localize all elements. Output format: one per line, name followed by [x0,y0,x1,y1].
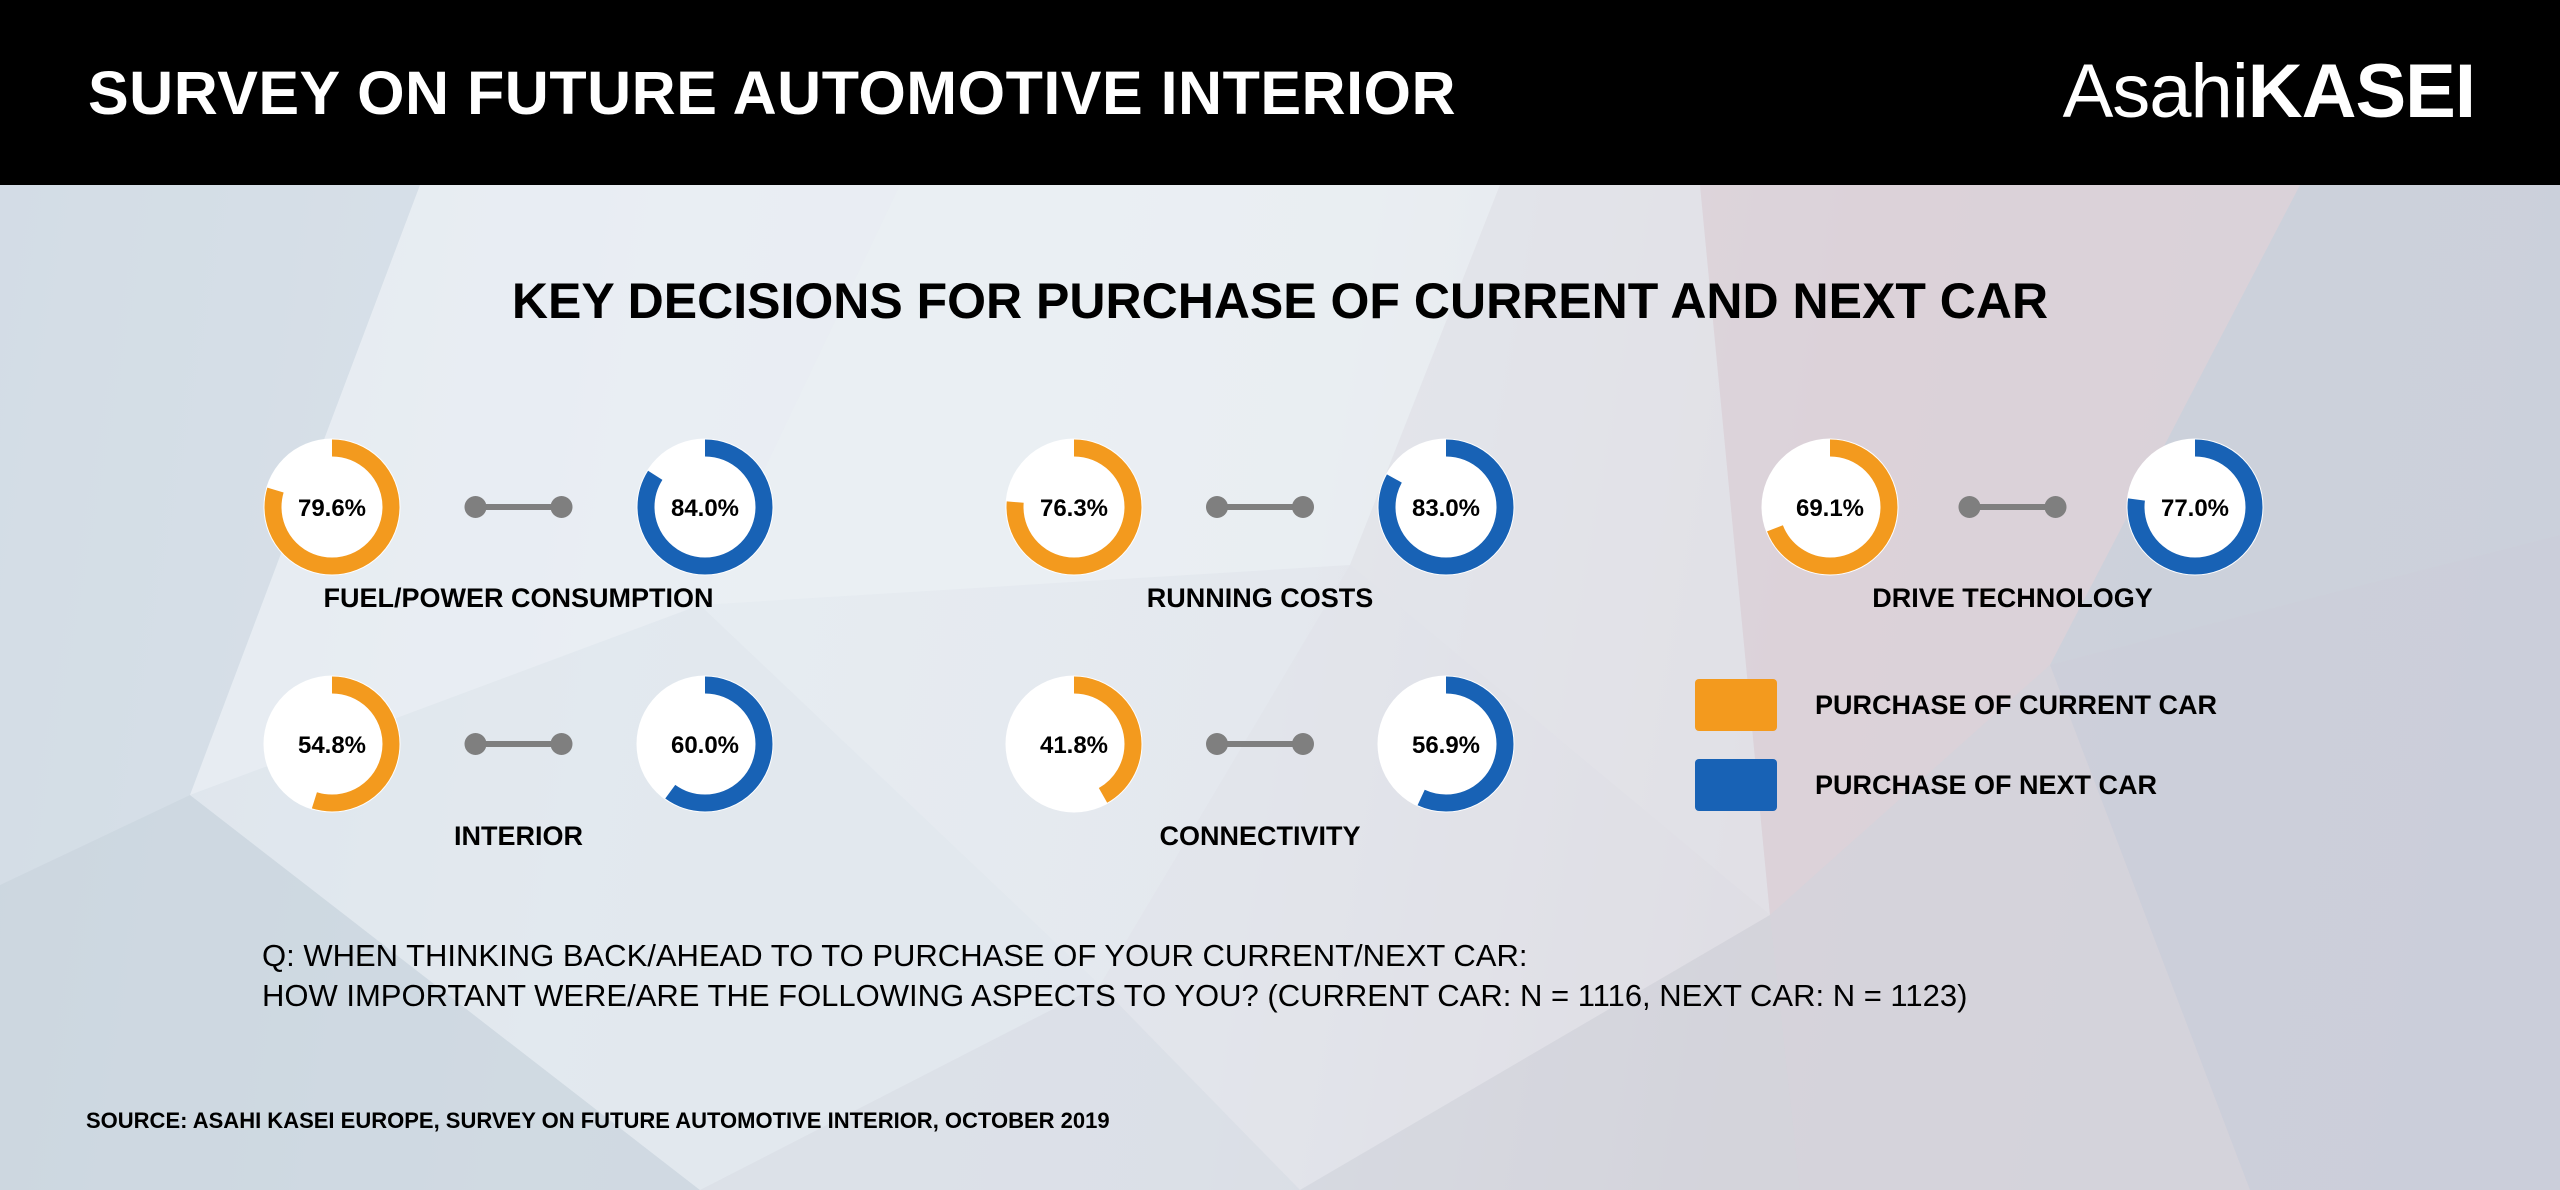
category-label-fuel-power-consumption: FUEL/POWER CONSUMPTION [324,583,714,613]
header-bar: SURVEY ON FUTURE AUTOMOTIVE INTERIOR Asa… [0,0,2560,185]
donut-current-connectivity-disc [1005,675,1143,813]
logo-text-kasei: KASEI [2247,49,2476,134]
connector-dot-right-interior [550,733,573,755]
value-label-current-connectivity: 41.8% [1040,732,1108,759]
legend-swatch-next [1695,759,1777,811]
donut-next-drive-technology-disc [2126,438,2264,576]
donut-next-fuel-power-consumption-disc [636,438,774,576]
donut-current-running-costs [1006,439,1142,575]
survey-question: Q: WHEN THINKING BACK/AHEAD TO TO PURCHA… [262,936,1967,1016]
value-label-next-drive-technology: 77.0% [2161,495,2229,522]
donut-current-fuel-power-consumption-disc [263,438,401,576]
value-label-current-fuel-power-consumption: 79.6% [298,495,366,522]
legend-swatch-current [1695,679,1777,731]
question-line-1: Q: WHEN THINKING BACK/AHEAD TO TO PURCHA… [262,938,1528,973]
donut-current-interior [264,676,400,812]
donut-current-connectivity [1006,676,1142,812]
donut-next-running-costs [1378,439,1514,575]
category-label-interior: INTERIOR [454,821,583,851]
donut-current-running-costs-disc [1005,438,1143,576]
chart-title: KEY DECISIONS FOR PURCHASE OF CURRENT AN… [511,273,2049,329]
donut-current-drive-technology-disc [1761,438,1899,576]
logo-text-asahi: Asahi [2062,49,2249,134]
source-note: SOURCE: ASAHI KASEI EUROPE, SURVEY ON FU… [86,1108,1110,1133]
value-label-current-drive-technology: 69.1% [1796,495,1864,522]
value-label-current-running-costs: 76.3% [1040,495,1108,522]
connector-dot-left-drive-technology [1958,496,1981,518]
connector-dot-left-interior [464,733,487,755]
connector-dot-left-running-costs [1206,496,1228,518]
connector-dot-left-fuel-power-consumption [464,496,487,518]
donut-next-interior-disc [636,675,774,813]
donut-current-fuel-power-consumption [264,439,400,575]
donut-next-interior [637,676,773,812]
background [0,185,2560,1190]
legend-label-current: PURCHASE OF CURRENT CAR [1815,690,2218,720]
polygon-background-pattern [0,185,2560,1190]
category-label-drive-technology: DRIVE TECHNOLOGY [1872,583,2153,613]
connector-dot-right-connectivity [1292,733,1314,755]
donut-current-interior-disc [263,675,401,813]
asahi-kasei-logo: AsahiKASEI [2062,49,2476,134]
donut-next-connectivity [1378,676,1514,812]
value-label-next-fuel-power-consumption: 84.0% [671,495,739,522]
donut-current-drive-technology [1762,439,1898,575]
donut-next-drive-technology [2127,439,2263,575]
category-label-connectivity: CONNECTIVITY [1159,821,1360,851]
value-label-next-connectivity: 56.9% [1412,732,1480,759]
question-line-2: HOW IMPORTANT WERE/ARE THE FOLLOWING ASP… [262,978,1968,1013]
value-label-current-interior: 54.8% [298,732,366,759]
value-label-next-running-costs: 83.0% [1412,495,1480,522]
page-title: SURVEY ON FUTURE AUTOMOTIVE INTERIOR [88,59,1457,127]
legend-label-next: PURCHASE OF NEXT CAR [1815,770,2158,800]
connector-dot-right-fuel-power-consumption [550,496,573,518]
value-label-next-interior: 60.0% [671,732,739,759]
donut-next-connectivity-disc [1377,675,1515,813]
connector-dot-right-drive-technology [2044,496,2067,518]
donut-next-fuel-power-consumption [637,439,773,575]
connector-dot-right-running-costs [1292,496,1314,518]
connector-dot-left-connectivity [1206,733,1228,755]
category-label-running-costs: RUNNING COSTS [1147,583,1374,613]
donut-next-running-costs-disc [1377,438,1515,576]
